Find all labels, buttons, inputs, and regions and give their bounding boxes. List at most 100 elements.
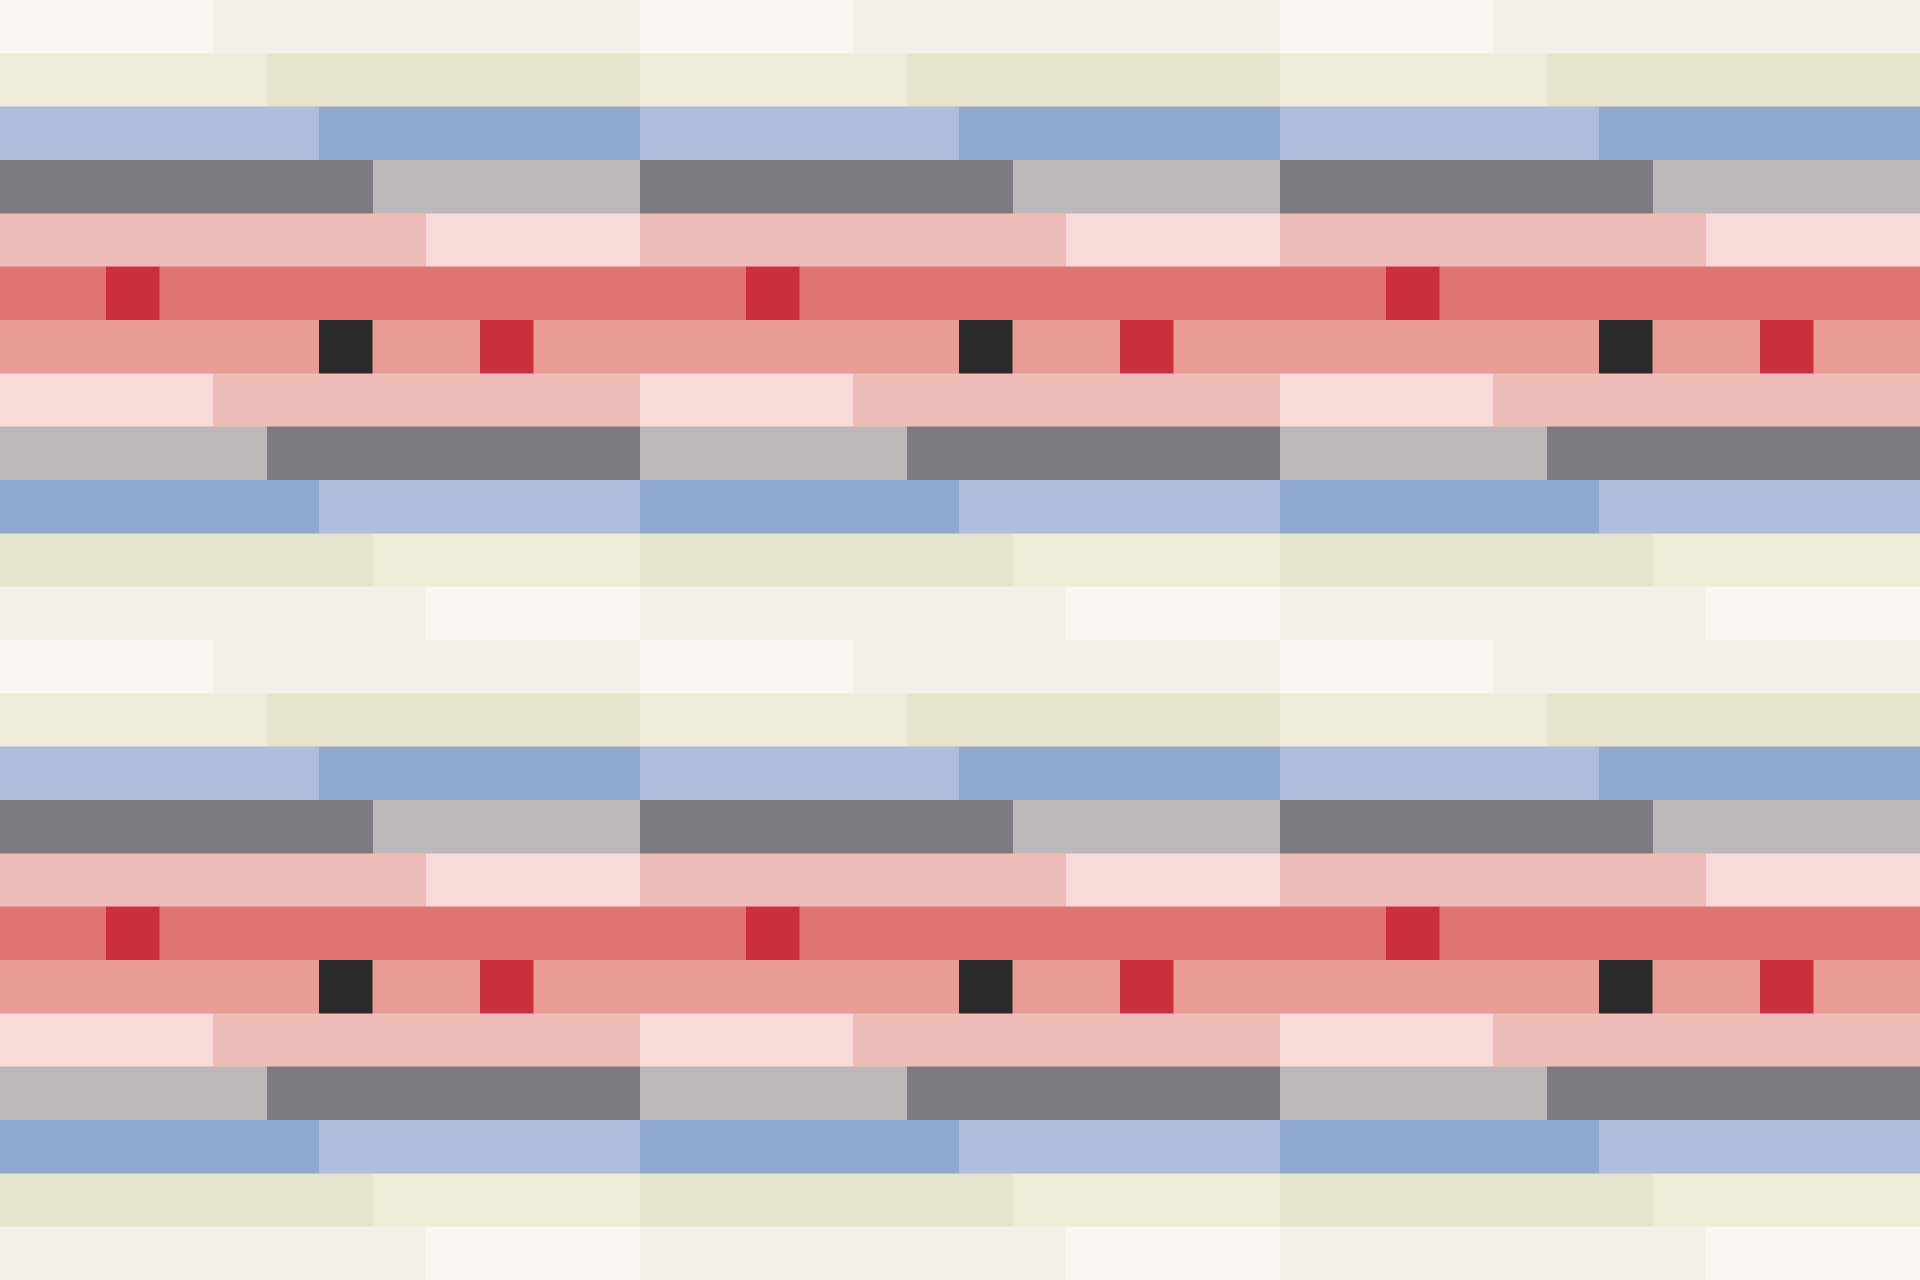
stripe bbox=[0, 1226, 427, 1280]
stripe bbox=[1066, 586, 1281, 641]
stripe bbox=[1280, 0, 1494, 55]
stripe bbox=[853, 640, 1281, 695]
stripe bbox=[0, 480, 320, 535]
stripe bbox=[853, 373, 1281, 428]
stripe bbox=[426, 1226, 641, 1280]
stripe bbox=[213, 640, 641, 695]
stripe bbox=[640, 266, 1281, 321]
stripe bbox=[0, 266, 641, 321]
stripe bbox=[267, 1066, 641, 1121]
stripe bbox=[0, 853, 427, 908]
stripe bbox=[1280, 586, 1707, 641]
stripe bbox=[1280, 906, 1920, 961]
square bbox=[959, 960, 1013, 1014]
stripe bbox=[1280, 480, 1600, 535]
square bbox=[319, 320, 373, 374]
stripe bbox=[1653, 533, 1920, 588]
stripe bbox=[640, 213, 1067, 268]
stripe bbox=[0, 1066, 268, 1121]
stripe bbox=[907, 426, 1281, 481]
stripe bbox=[640, 693, 908, 748]
stripe bbox=[907, 1066, 1281, 1121]
stripe bbox=[0, 746, 320, 801]
stripe bbox=[0, 1173, 374, 1228]
stripe bbox=[373, 1173, 641, 1228]
stripe bbox=[1599, 106, 1920, 161]
stripe bbox=[267, 426, 641, 481]
stripe bbox=[640, 1120, 960, 1175]
stripe bbox=[640, 586, 1067, 641]
stripe bbox=[373, 533, 641, 588]
stripe bbox=[1013, 160, 1281, 215]
stripe bbox=[267, 53, 641, 108]
stripe bbox=[1280, 106, 1600, 161]
stripe bbox=[640, 426, 908, 481]
stripe bbox=[853, 1013, 1281, 1068]
stripe bbox=[1706, 1226, 1920, 1280]
stripe bbox=[0, 160, 374, 215]
stripe bbox=[1547, 426, 1920, 481]
stripe bbox=[1599, 746, 1920, 801]
square bbox=[480, 320, 534, 374]
stripe bbox=[640, 640, 854, 695]
stripe bbox=[959, 746, 1281, 801]
stripe bbox=[1280, 693, 1548, 748]
stripe bbox=[1706, 853, 1920, 908]
stripe bbox=[1280, 800, 1654, 855]
stripe bbox=[0, 906, 641, 961]
stripe bbox=[1280, 533, 1654, 588]
stripe bbox=[0, 106, 320, 161]
stripe bbox=[640, 1173, 1014, 1228]
stripe bbox=[1280, 1226, 1707, 1280]
square bbox=[959, 320, 1013, 374]
stripe bbox=[640, 1013, 854, 1068]
stripe bbox=[1493, 1013, 1920, 1068]
stripe bbox=[640, 853, 1067, 908]
stripe bbox=[0, 53, 268, 108]
stripe bbox=[319, 746, 641, 801]
stripe bbox=[640, 106, 960, 161]
stripe bbox=[1280, 1066, 1548, 1121]
stripe bbox=[319, 1120, 641, 1175]
stripe bbox=[1280, 746, 1600, 801]
stripe bbox=[1280, 1013, 1494, 1068]
stripe bbox=[1280, 53, 1548, 108]
stripe bbox=[640, 906, 1281, 961]
stripe bbox=[1280, 1173, 1654, 1228]
stripe bbox=[213, 0, 641, 55]
stripe bbox=[0, 0, 214, 55]
stripe bbox=[213, 373, 641, 428]
stripe bbox=[426, 586, 641, 641]
stripe bbox=[1706, 586, 1920, 641]
stripe bbox=[1653, 800, 1920, 855]
stripe bbox=[1547, 1066, 1920, 1121]
stripe bbox=[0, 693, 268, 748]
stripe bbox=[1280, 426, 1548, 481]
stripe bbox=[1599, 1120, 1920, 1175]
stripe bbox=[1653, 160, 1920, 215]
square bbox=[480, 960, 534, 1014]
stripe bbox=[640, 533, 1014, 588]
stripe bbox=[0, 586, 427, 641]
stripe bbox=[0, 373, 214, 428]
stripe bbox=[640, 160, 1014, 215]
stripe bbox=[1280, 213, 1707, 268]
square bbox=[1386, 266, 1440, 321]
square bbox=[1120, 960, 1174, 1014]
square bbox=[1599, 960, 1653, 1014]
stripe bbox=[1653, 1173, 1920, 1228]
stripe bbox=[1280, 640, 1494, 695]
stripe bbox=[0, 800, 374, 855]
stripe bbox=[1013, 800, 1281, 855]
stripe bbox=[1493, 640, 1920, 695]
stripe bbox=[1280, 373, 1494, 428]
stripe bbox=[426, 853, 641, 908]
square bbox=[319, 960, 373, 1014]
stripe bbox=[853, 0, 1281, 55]
stripe bbox=[640, 746, 960, 801]
stripe bbox=[319, 106, 641, 161]
stripe bbox=[319, 480, 641, 535]
stripe bbox=[0, 426, 268, 481]
stripe bbox=[1493, 373, 1920, 428]
